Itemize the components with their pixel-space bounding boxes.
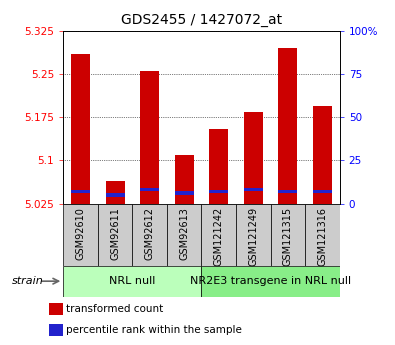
- Bar: [305, 204, 340, 266]
- Text: NR2E3 transgene in NRL null: NR2E3 transgene in NRL null: [190, 276, 351, 286]
- Bar: [244, 188, 263, 191]
- Bar: [209, 129, 228, 204]
- Bar: [140, 188, 159, 191]
- Bar: [49, 324, 63, 336]
- Bar: [140, 71, 159, 204]
- Bar: [132, 204, 167, 266]
- Bar: [236, 204, 271, 266]
- Text: GSM92613: GSM92613: [179, 207, 189, 259]
- Text: GSM121242: GSM121242: [214, 207, 224, 266]
- Text: percentile rank within the sample: percentile rank within the sample: [66, 325, 242, 335]
- Text: strain: strain: [12, 276, 43, 286]
- Bar: [167, 204, 201, 266]
- Title: GDS2455 / 1427072_at: GDS2455 / 1427072_at: [121, 13, 282, 27]
- Text: NRL null: NRL null: [109, 276, 156, 286]
- Bar: [201, 204, 236, 266]
- Bar: [271, 204, 305, 266]
- Bar: [63, 266, 201, 297]
- Bar: [71, 190, 90, 193]
- Bar: [313, 190, 332, 193]
- Bar: [175, 155, 194, 204]
- Bar: [105, 193, 124, 197]
- Text: transformed count: transformed count: [66, 304, 163, 314]
- Bar: [209, 190, 228, 193]
- Bar: [105, 180, 124, 204]
- Bar: [98, 204, 132, 266]
- Text: GSM121315: GSM121315: [283, 207, 293, 266]
- Bar: [201, 266, 340, 297]
- Bar: [49, 303, 63, 315]
- Text: GSM121316: GSM121316: [318, 207, 327, 266]
- Text: GSM121249: GSM121249: [248, 207, 258, 266]
- Bar: [71, 54, 90, 204]
- Bar: [313, 106, 332, 204]
- Bar: [278, 48, 297, 204]
- Bar: [244, 111, 263, 204]
- Text: GSM92610: GSM92610: [75, 207, 85, 259]
- Text: GSM92612: GSM92612: [145, 207, 154, 260]
- Text: GSM92611: GSM92611: [110, 207, 120, 259]
- Bar: [175, 191, 194, 195]
- Bar: [63, 204, 98, 266]
- Bar: [278, 190, 297, 193]
